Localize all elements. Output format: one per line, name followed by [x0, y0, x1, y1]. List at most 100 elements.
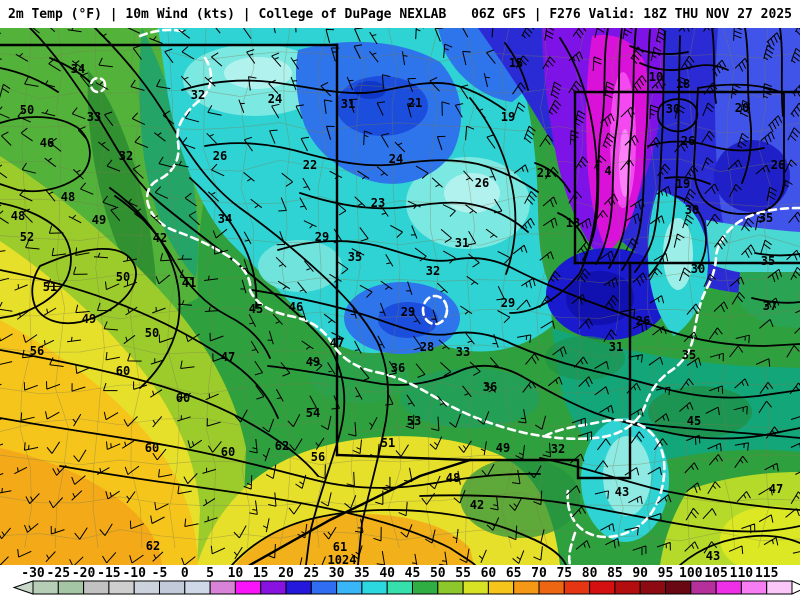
legend-tick-label: 15 [253, 566, 269, 581]
legend-tick-label: -15 [97, 566, 120, 581]
contour-label: 54 [306, 406, 320, 420]
contour-label: 26 [475, 176, 489, 190]
contour-label: 26 [771, 158, 785, 172]
contour-label: 30 [685, 203, 699, 217]
legend-cell [412, 580, 439, 595]
legend-cell [766, 580, 793, 595]
legend-tick-label: 85 [607, 566, 623, 581]
contour-label: 24 [268, 92, 282, 106]
legend-tick-label: 50 [430, 566, 446, 581]
legend-cell [32, 580, 59, 595]
wind-barbs [0, 18, 800, 572]
contour-label: 62 [146, 539, 160, 553]
contour-label: 30 [666, 102, 680, 116]
legend-cell [234, 580, 262, 595]
contour-label: 32 [191, 88, 205, 102]
legend-cell [462, 580, 489, 595]
legend-cell [639, 580, 667, 595]
contour-label: 36 [483, 380, 497, 394]
contour-label: 43 [615, 485, 629, 499]
contour-label: 26 [213, 149, 227, 163]
contour-label: 32 [119, 149, 133, 163]
legend-cell [386, 580, 414, 595]
contour-label: 15 [509, 56, 523, 70]
contour-label: 47 [769, 482, 783, 496]
contour-label: 46 [40, 136, 54, 150]
legend-colorbar: -30 -25 -20 -15 -10 -5 0 5 10 15 20 25 30 35 40 45 50 55 6… [12, 566, 800, 595]
contour-label: 50 [145, 326, 159, 340]
weather-map: 34 32 24 31 21 15 10 18 50 33 19 30 20 46 32 26 24 22 26 4 2… [0, 18, 800, 574]
contour-label: 13 [566, 216, 580, 230]
legend-tick-label: 75 [556, 566, 572, 581]
legend-tick-label: 45 [405, 566, 421, 581]
contour-label: 19 [501, 110, 515, 124]
legend-cell [361, 580, 388, 595]
legend-arrow-right [791, 580, 800, 595]
contour-label: 18 [676, 77, 690, 91]
legend-cell [563, 580, 591, 595]
contour-label: 26 [681, 134, 695, 148]
contour-label: 48 [61, 190, 75, 204]
contour-label: 60 [221, 445, 235, 459]
legend-cell [715, 580, 742, 595]
legend-tick-label: -30 [21, 566, 45, 581]
contour-label: 29 [401, 305, 415, 319]
contour-label: 41 [182, 276, 196, 290]
legend-cell [487, 580, 515, 595]
legend-cell [133, 580, 160, 595]
contour-label: 29 [315, 230, 329, 244]
contour-label: 24 [389, 152, 403, 166]
contour-label: 45 [249, 302, 263, 316]
contour-label: 51 [381, 436, 395, 450]
legend-tick-label: 95 [658, 566, 674, 581]
legend-cell [589, 580, 616, 595]
contour-label: 42 [470, 498, 484, 512]
contour-label: 47 [330, 336, 344, 350]
product-title: 2m Temp (°F) | 10m Wind (kts) | College … [8, 6, 447, 22]
contour-label: 48 [446, 471, 460, 485]
contour-label: 26 [636, 314, 650, 328]
title-bar: 2m Temp (°F) | 10m Wind (kts) | College … [0, 0, 800, 28]
legend-tick-label: 35 [354, 566, 370, 581]
legend-tick-label: 0 [181, 566, 189, 581]
contour-label: 46 [289, 300, 303, 314]
contour-label: 48 [11, 209, 25, 223]
contour-label: 35 [761, 254, 775, 268]
legend-cell [260, 580, 287, 595]
legend-arrow-left [12, 580, 34, 595]
contour-label: 34 [71, 62, 85, 76]
contour-label: 62 [275, 439, 289, 453]
contour-label: 53 [407, 414, 421, 428]
contour-label: 28 [420, 340, 434, 354]
legend-cell [159, 580, 186, 595]
contour-label: 21 [408, 96, 422, 110]
contour-label: 56 [311, 450, 325, 464]
contour-label: 20 [735, 101, 749, 115]
contour-label: 35 [348, 250, 362, 264]
legend-tick-label: 30 [329, 566, 345, 581]
county-lines [0, 27, 800, 549]
contour-label: 45 [687, 414, 701, 428]
contour-label: 49 [496, 441, 510, 455]
legend-tick-label: 80 [582, 566, 598, 581]
legend-tick-label: 105 [704, 566, 727, 581]
contour-label: 56 [30, 344, 44, 358]
legend-tick-label: 60 [481, 566, 497, 581]
contour-label: 34 [218, 212, 232, 226]
contour-label: 60 [116, 364, 130, 378]
legend-cell [57, 580, 85, 595]
legend-cell [184, 580, 211, 595]
contour-label: 10 [649, 70, 663, 84]
contour-label: 60 [176, 391, 190, 405]
legend-tick-label: 110 [730, 566, 754, 581]
legend-cell [209, 580, 236, 595]
contour-label: 36 [391, 361, 405, 375]
contour-label: 43 [706, 549, 720, 563]
contour-label: 42 [153, 231, 167, 245]
contour-label: 49 [306, 355, 320, 369]
legend-cell [108, 580, 135, 595]
contour-lines [0, 27, 800, 566]
contour-label: 21 [537, 166, 551, 180]
